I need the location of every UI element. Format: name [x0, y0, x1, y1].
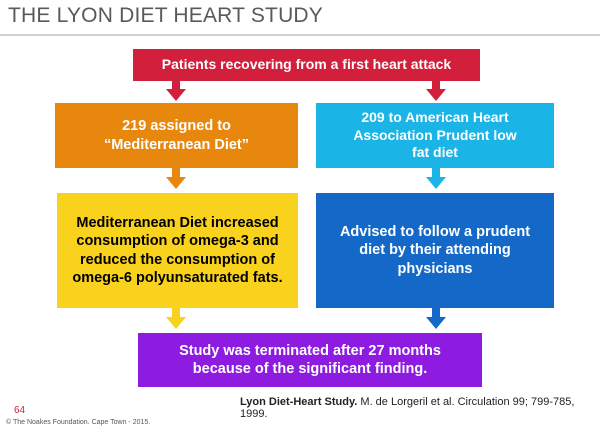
- arrow-aha-to-result: [426, 317, 446, 329]
- arrow-stem-left-2: [172, 168, 180, 177]
- box-mediterranean-detail-text: Mediterranean Diet increased consumption…: [72, 215, 283, 286]
- arrow-top-to-mediterranean: [166, 89, 186, 101]
- box-mediterranean-assigned-text: 219 assigned to “Mediterranean Diet”: [103, 118, 250, 153]
- box-aha-detail-text: Advised to follow a prudent diet by thei…: [339, 224, 531, 277]
- box-mediterranean-detail: Mediterranean Diet increased consumption…: [57, 193, 298, 308]
- box-aha-assigned-text: 209 to American Heart Association Pruden…: [353, 109, 517, 161]
- box-aha-detail: Advised to follow a prudent diet by thei…: [316, 193, 554, 308]
- box-result-text: Study was terminated after 27 months bec…: [179, 342, 441, 377]
- citation-title: Lyon Diet-Heart Study.: [240, 396, 358, 408]
- arrow-stem-right-3: [432, 308, 440, 317]
- box-mediterranean-assigned: 219 assigned to “Mediterranean Diet”: [55, 103, 298, 168]
- title-divider: [0, 34, 600, 36]
- slide-title: THE LYON DIET HEART STUDY: [8, 4, 324, 27]
- box-patients: Patients recovering from a first heart a…: [133, 49, 480, 81]
- arrow-aha-to-detail: [426, 177, 446, 189]
- arrow-stem-left-1: [172, 81, 180, 89]
- arrow-stem-left-3: [172, 308, 180, 317]
- slide-number: 64: [14, 405, 26, 416]
- box-patients-text: Patients recovering from a first heart a…: [161, 56, 452, 73]
- box-result: Study was terminated after 27 months bec…: [138, 333, 482, 387]
- citation: Lyon Diet-Heart Study. M. de Lorgeril et…: [240, 396, 600, 420]
- arrow-mediterranean-to-detail: [166, 177, 186, 189]
- box-aha-assigned: 209 to American Heart Association Pruden…: [316, 103, 554, 168]
- arrow-mediterranean-to-result: [166, 317, 186, 329]
- arrow-stem-right-2: [432, 168, 440, 177]
- arrow-top-to-aha: [426, 89, 446, 101]
- arrow-stem-right-1: [432, 81, 440, 89]
- citation-rest: M. de Lorgeril et al. Circulation 99; 79…: [240, 396, 575, 420]
- footer-copyright: © The Noakes Foundation. Cape Town - 201…: [6, 419, 151, 426]
